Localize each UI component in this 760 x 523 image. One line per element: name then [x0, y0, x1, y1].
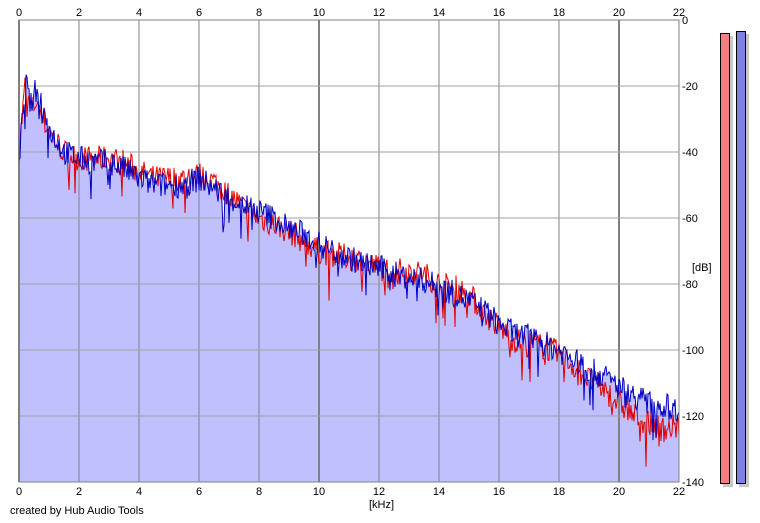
y-tick-label: -140: [682, 477, 704, 489]
x-tick-label-bottom: 14: [433, 486, 445, 498]
x-tick-label-top: 4: [136, 7, 142, 19]
x-tick-label-bottom: 0: [16, 486, 22, 498]
x-tick-label-top: 18: [553, 7, 565, 19]
right-channel-trace: [18, 74, 680, 441]
x-tick-label-bottom: 20: [613, 486, 625, 498]
spectrum-fill-area: [19, 74, 679, 482]
x-tick-label-bottom: 4: [136, 486, 142, 498]
right-channel-level-meter: [736, 31, 746, 484]
y-tick-label: -100: [682, 345, 704, 357]
left-channel-level-meter: [720, 32, 730, 484]
y-tick-label: -60: [682, 213, 698, 225]
y-tick-label: -20: [682, 81, 698, 93]
x-tick-label-top: 6: [196, 7, 202, 19]
x-tick-label-bottom: 12: [373, 486, 385, 498]
y-tick-label: -120: [682, 411, 704, 423]
x-tick-label-top: 10: [313, 7, 325, 19]
credit-text: created by Hub Audio Tools: [10, 505, 144, 517]
x-tick-label-bottom: 10: [313, 486, 325, 498]
y-tick-label: -40: [682, 147, 698, 159]
x-tick-label-bottom: 6: [196, 486, 202, 498]
left-channel-trace: [18, 77, 680, 467]
x-tick-label-bottom: 22: [673, 486, 685, 498]
x-tick-label-bottom: 2: [76, 486, 82, 498]
x-tick-label-bottom: 16: [493, 486, 505, 498]
x-axis-unit-label: [kHz]: [369, 499, 395, 511]
plot-frame: [18, 19, 680, 483]
x-tick-label-top: 14: [433, 7, 445, 19]
x-tick-label-top: 12: [373, 7, 385, 19]
y-tick-label: -80: [682, 279, 698, 291]
x-tick-label-top: 8: [256, 7, 262, 19]
y-tick-label: 0: [682, 15, 688, 27]
x-tick-label-bottom: 8: [256, 486, 262, 498]
x-tick-label-top: 2: [76, 7, 82, 19]
x-tick-label-bottom: 18: [553, 486, 565, 498]
x-tick-label-top: 16: [493, 7, 505, 19]
x-tick-label-top: 0: [16, 7, 22, 19]
y-axis-unit-label: [dB]: [692, 262, 712, 274]
x-tick-label-top: 22: [673, 7, 685, 19]
x-tick-label-top: 20: [613, 7, 625, 19]
